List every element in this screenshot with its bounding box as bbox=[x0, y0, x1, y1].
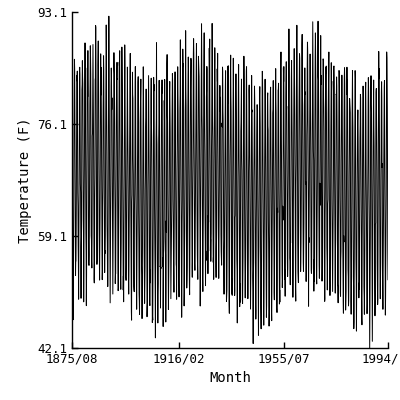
Y-axis label: Temperature (F): Temperature (F) bbox=[18, 117, 32, 243]
X-axis label: Month: Month bbox=[209, 372, 251, 386]
